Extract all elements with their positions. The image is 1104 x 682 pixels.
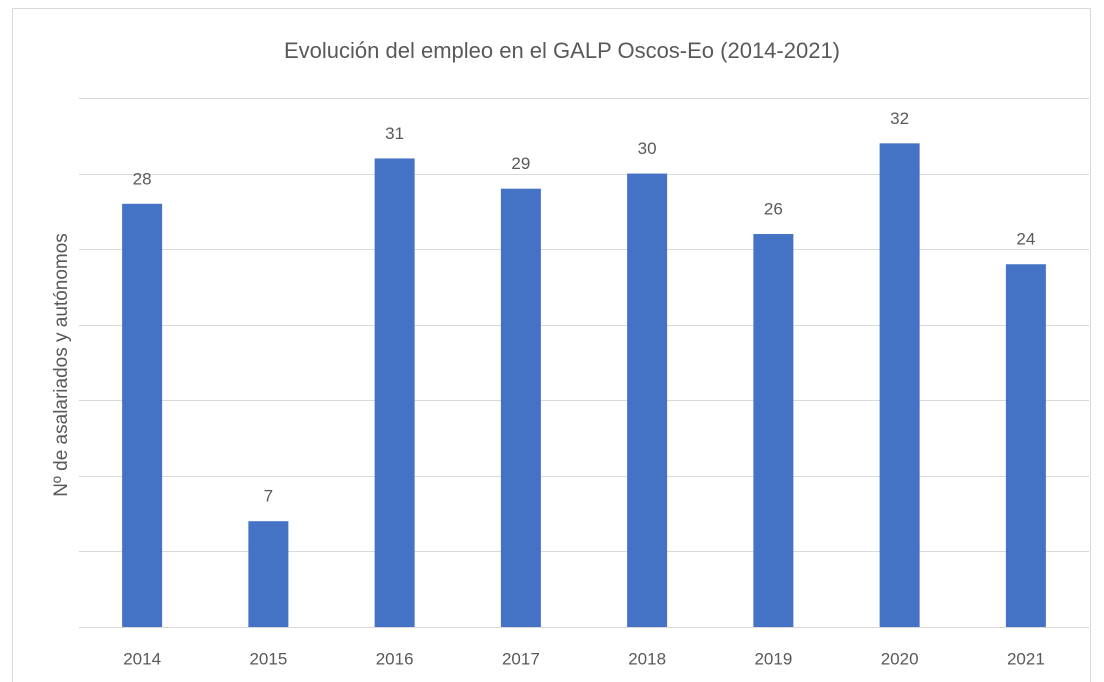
data-label: 24 xyxy=(1016,230,1035,249)
data-label: 26 xyxy=(764,200,783,219)
data-label: 30 xyxy=(638,139,657,158)
x-tick-label: 2019 xyxy=(754,649,792,668)
bar xyxy=(374,158,415,627)
x-tick-label: 2015 xyxy=(249,649,287,668)
x-tick-label: 2018 xyxy=(628,649,666,668)
bar xyxy=(500,188,541,627)
data-label: 28 xyxy=(133,169,152,188)
data-label: 32 xyxy=(890,109,909,128)
y-axis-label: Nº de asalariados y autónomos xyxy=(51,233,72,497)
data-label: 7 xyxy=(264,487,273,506)
data-label: 29 xyxy=(511,154,530,173)
bar xyxy=(248,521,289,627)
bar xyxy=(753,234,794,627)
data-label: 31 xyxy=(385,124,404,143)
chart-frame xyxy=(12,8,1091,682)
x-tick-label: 2021 xyxy=(1007,649,1045,668)
bar xyxy=(879,143,920,628)
x-tick-label: 2017 xyxy=(502,649,540,668)
bar xyxy=(627,173,668,628)
chart-title: Evolución del empleo en el GALP Oscos-Eo… xyxy=(284,38,840,63)
x-tick-label: 2014 xyxy=(123,649,161,668)
bar xyxy=(1005,264,1046,627)
x-tick-label: 2016 xyxy=(376,649,414,668)
x-tick-label: 2020 xyxy=(881,649,919,668)
bar xyxy=(122,203,163,628)
